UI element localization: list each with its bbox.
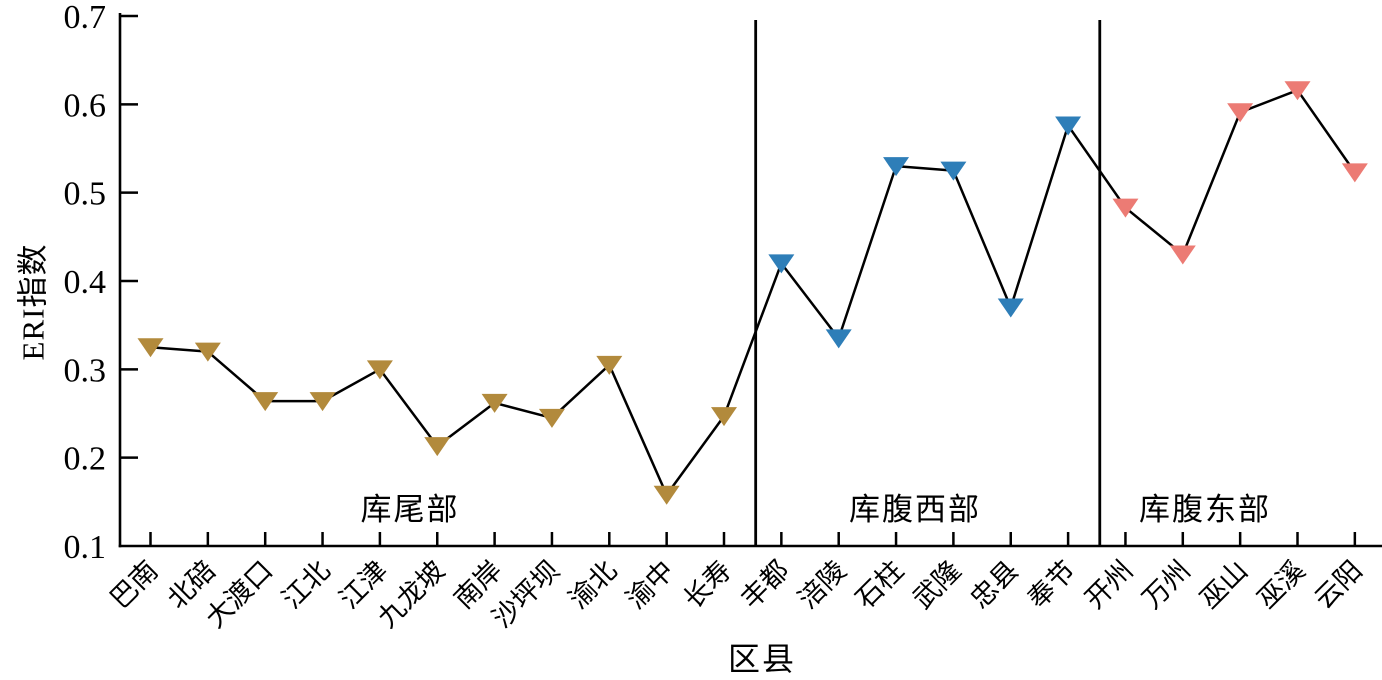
data-marker <box>309 392 336 412</box>
x-axis-title: 区县 <box>727 641 797 677</box>
data-marker <box>940 161 967 181</box>
x-tick-label: 九龙坡 <box>372 555 450 633</box>
region-label: 库腹东部 <box>1139 492 1271 527</box>
y-tick-label: 0.6 <box>64 87 107 124</box>
data-marker <box>883 157 910 177</box>
data-marker <box>825 329 852 349</box>
region-label: 库尾部 <box>361 492 460 527</box>
y-tick-label: 0.4 <box>64 264 107 301</box>
x-tick-label: 巫山 <box>1194 555 1253 614</box>
y-tick-label: 0.3 <box>64 352 107 389</box>
x-tick-label: 渝中 <box>620 555 679 614</box>
x-tick-label: 奉节 <box>1022 555 1081 614</box>
x-tick-label: 大渡口 <box>200 555 278 633</box>
data-marker <box>997 298 1024 318</box>
data-marker <box>538 408 565 428</box>
data-marker <box>711 407 737 427</box>
x-tick-label: 开州 <box>1079 555 1138 614</box>
x-tick-label: 万州 <box>1137 555 1196 614</box>
y-tick-label: 0.7 <box>64 0 107 36</box>
x-tick-label: 涪陵 <box>793 555 852 614</box>
x-tick-label: 石柱 <box>850 555 909 614</box>
x-tick-label: 武隆 <box>907 555 966 614</box>
x-tick-label: 长寿 <box>678 555 737 614</box>
x-tick-label: 巫溪 <box>1251 555 1310 614</box>
y-tick-label: 0.2 <box>64 441 107 478</box>
x-tick-label: 云阳 <box>1309 555 1368 614</box>
data-marker <box>424 437 451 457</box>
data-marker <box>1055 116 1082 136</box>
x-tick-label: 江北 <box>276 555 335 614</box>
data-marker <box>481 393 508 413</box>
data-marker <box>1341 163 1368 183</box>
y-tick-label: 0.1 <box>64 529 107 566</box>
region-label: 库腹西部 <box>849 492 981 527</box>
x-tick-label: 巴南 <box>104 555 163 614</box>
data-marker <box>1284 81 1311 101</box>
y-tick-label: 0.5 <box>64 176 107 213</box>
x-tick-label: 渝北 <box>563 555 622 614</box>
data-marker <box>1112 198 1139 218</box>
data-marker <box>1227 103 1254 123</box>
x-tick-label: 沙坪坝 <box>487 555 565 633</box>
x-tick-label: 丰都 <box>735 555 794 614</box>
x-tick-label: 忠县 <box>965 555 1024 614</box>
y-axis-title: ERI指数 <box>15 243 51 361</box>
data-marker <box>137 338 164 358</box>
data-marker <box>252 392 279 412</box>
data-marker <box>194 342 221 362</box>
data-marker <box>366 360 393 380</box>
data-line <box>150 88 1356 497</box>
data-marker <box>1169 245 1196 265</box>
data-marker <box>653 485 680 505</box>
data-marker <box>596 355 623 375</box>
data-marker <box>768 254 795 274</box>
